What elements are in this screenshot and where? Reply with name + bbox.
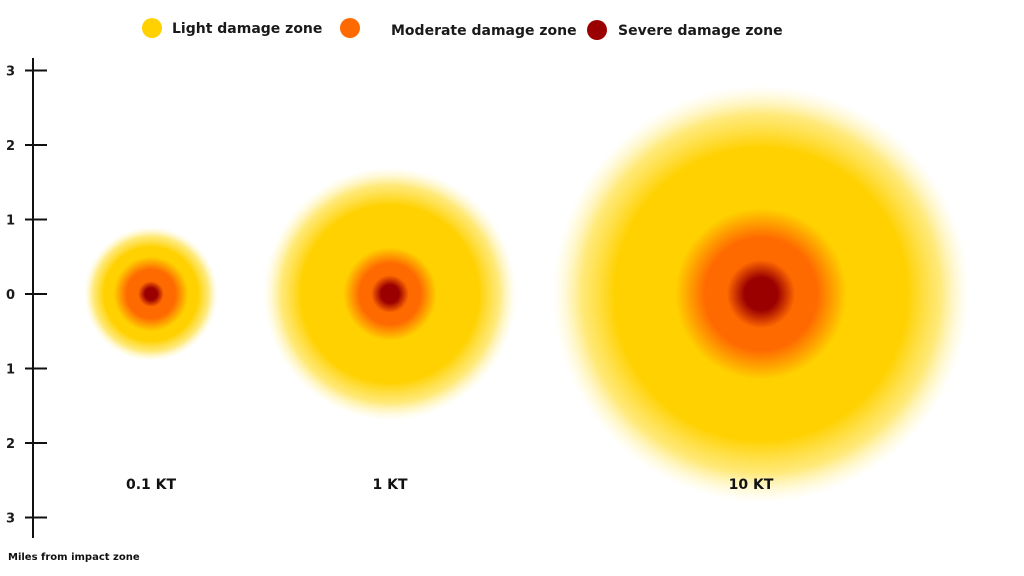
blast-zone-10-kt [552,85,970,503]
blast-zones [83,85,970,503]
y-axis-tick-label-6: 3 [6,512,15,527]
yield-label-1-kt: 1 KT [372,477,407,493]
y-axis-tick-label-3: 0 [6,288,15,303]
y-axis-tick-label-4: 1 [6,363,15,378]
legend-label-moderate: Moderate damage zone [391,23,577,39]
legend: Light damage zone Moderate damage zone S… [142,18,783,40]
legend-swatch-light [142,18,162,38]
legend-swatch-severe [587,20,607,40]
legend-item-severe: Severe damage zone [587,20,783,40]
yield-label-0-1-kt: 0.1 KT [126,477,177,493]
blast-zone-1-kt [263,167,517,421]
y-axis-tick-label-1: 2 [6,139,15,154]
y-axis-tick-label-2: 1 [6,214,15,229]
legend-swatch-moderate [340,18,360,38]
legend-label-light: Light damage zone [172,21,322,37]
y-axis-ticks: 3 2 1 0 1 2 3 [6,65,47,527]
legend-item-moderate: Moderate damage zone [340,18,577,39]
y-axis-tick-label-5: 2 [6,437,15,452]
yield-label-10-kt: 10 KT [729,477,774,493]
yield-labels: 0.1 KT 1 KT 10 KT [126,477,774,493]
legend-label-severe: Severe damage zone [618,23,783,39]
axis-caption: Miles from impact zone [8,552,140,563]
y-axis-tick-label-0: 3 [6,65,15,80]
legend-item-light: Light damage zone [142,18,322,38]
blast-zone-0-1-kt [83,226,219,362]
y-axis: 3 2 1 0 1 2 3 [6,58,47,538]
